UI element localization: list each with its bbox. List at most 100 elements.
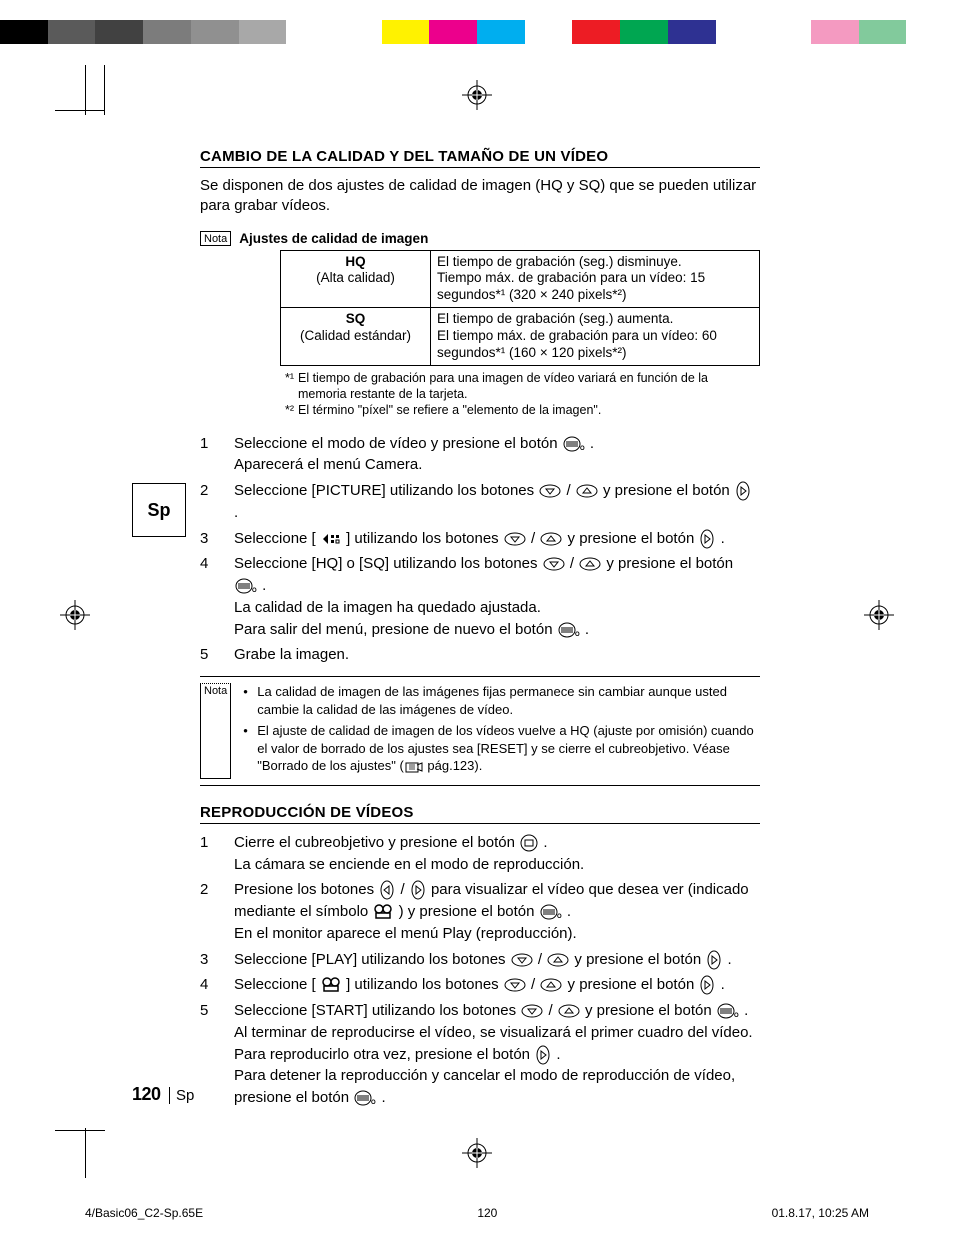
note-text: El ajuste de calidad de imagen de los ví… — [257, 723, 753, 773]
step-number: 1 — [200, 832, 234, 876]
step-text: Grabe la imagen. — [234, 644, 760, 666]
step-text: / — [531, 976, 539, 993]
notes-block: Nota •La calidad de imagen de las imágen… — [200, 676, 760, 786]
note-text: La calidad de imagen de las imágenes fij… — [257, 683, 760, 718]
registration-mark-icon — [462, 1138, 492, 1168]
step-text: / — [567, 482, 575, 499]
table-cell-hq-sublabel: (Alta calidad) — [316, 270, 395, 285]
note-text: pág.123). — [424, 758, 483, 773]
down-arrow-button-icon — [543, 557, 565, 571]
menu-ok-button-icon: OK — [354, 1090, 376, 1106]
svg-text:OK: OK — [557, 914, 562, 920]
down-arrow-button-icon — [504, 532, 526, 546]
registration-mark-icon — [60, 600, 90, 630]
up-arrow-button-icon — [547, 953, 569, 967]
section-heading-video-quality: CAMBIO DE LA CALIDAD Y DEL TAMAÑO DE UN … — [200, 148, 760, 168]
footnote-text: El término "píxel" se refiere a "element… — [298, 402, 601, 418]
footer-page: 120 — [477, 1206, 497, 1220]
quality-symbol-icon — [321, 532, 341, 546]
step-text: ) y presione el botón — [399, 903, 539, 920]
table-cell-hq-desc: El tiempo de grabación (seg.) disminuye.… — [431, 250, 760, 308]
step-text: y presione el botón — [606, 555, 733, 572]
menu-ok-button-icon: OK — [235, 578, 257, 594]
intro-paragraph: Se disponen de dos ajustes de calidad de… — [200, 176, 760, 217]
step-text: Seleccione el modo de vídeo y presione e… — [234, 435, 562, 452]
steps-list-playback: 1 Cierre el cubreobjetivo y presione el … — [200, 832, 760, 1109]
svg-text:OK: OK — [734, 1013, 739, 1019]
footer: 4/Basic06_C2-Sp.65E 120 01.8.17, 10:25 A… — [85, 1206, 869, 1220]
left-arrow-button-icon — [379, 880, 395, 900]
step-text: / — [531, 530, 539, 547]
steps-list-quality: 1 Seleccione el modo de vídeo y presione… — [200, 433, 760, 667]
crop-mark — [85, 1128, 86, 1178]
step-text: . — [590, 435, 594, 452]
down-arrow-button-icon — [539, 484, 561, 498]
crop-mark — [55, 110, 105, 111]
quality-settings-table: HQ(Alta calidad) El tiempo de grabación … — [280, 250, 760, 366]
bullet-icon: • — [243, 722, 257, 775]
step-subtext: . — [556, 1046, 560, 1063]
step-text: Seleccione [PICTURE] utilizando los boto… — [234, 482, 538, 499]
step-subtext: Para salir del menú, presione de nuevo e… — [234, 621, 557, 638]
nota-badge: Nota — [200, 231, 231, 246]
menu-ok-button-icon: OK — [717, 1003, 739, 1019]
playback-button-icon — [520, 834, 538, 852]
step-text: Seleccione [ — [234, 976, 320, 993]
table-cell-sq-label: SQ — [346, 311, 366, 326]
step-number: 2 — [200, 879, 234, 944]
footnote-marker: *² — [280, 402, 298, 418]
step-text: . — [728, 951, 732, 968]
step-subtext: La calidad de la imagen ha quedado ajust… — [234, 599, 541, 616]
step-text: ] utilizando los botones — [346, 530, 503, 547]
nota-row: Nota Ajustes de calidad de imagen — [200, 231, 760, 246]
step-text: y presione el botón — [574, 951, 705, 968]
step-subtext: Al terminar de reproducirse el vídeo, se… — [234, 1024, 753, 1063]
table-row: SQ(Calidad estándar) El tiempo de grabac… — [281, 308, 760, 366]
svg-text:OK: OK — [252, 588, 257, 594]
step-text: y presione el botón — [603, 482, 734, 499]
up-arrow-button-icon — [579, 557, 601, 571]
table-row: HQ(Alta calidad) El tiempo de grabación … — [281, 250, 760, 308]
menu-ok-button-icon: OK — [563, 436, 585, 452]
bullet-icon: • — [243, 683, 257, 718]
table-cell-hq-label: HQ — [345, 254, 365, 269]
right-arrow-button-icon — [410, 880, 426, 900]
step-number: 5 — [200, 644, 234, 666]
step-number: 2 — [200, 480, 234, 524]
step-text: . — [234, 504, 238, 521]
step-subtext: . — [585, 621, 589, 638]
footnote-marker: *¹ — [280, 370, 298, 403]
step-subtext: Para detener la reproducción y cancelar … — [234, 1067, 735, 1106]
page-content: CAMBIO DE LA CALIDAD Y DEL TAMAÑO DE UN … — [200, 148, 760, 1113]
svg-text:OK: OK — [575, 632, 580, 638]
up-arrow-button-icon — [540, 532, 562, 546]
up-arrow-button-icon — [576, 484, 598, 498]
right-arrow-button-icon — [706, 950, 722, 970]
step-text: / — [570, 555, 578, 572]
footnote-text: El tiempo de grabación para una imagen d… — [298, 370, 760, 403]
step-text: Seleccione [START] utilizando los botone… — [234, 1002, 520, 1019]
step-subtext: . — [381, 1089, 385, 1106]
down-arrow-button-icon — [504, 978, 526, 992]
crop-mark — [104, 65, 105, 115]
step-number: 5 — [200, 1000, 234, 1109]
step-number: 3 — [200, 528, 234, 550]
page-number: 120 Sp — [132, 1084, 194, 1105]
step-text: ] utilizando los botones — [346, 976, 503, 993]
svg-text:OK: OK — [580, 446, 585, 452]
printer-color-bar — [0, 20, 954, 44]
nota-title: Ajustes de calidad de imagen — [239, 231, 428, 246]
registration-mark-icon — [462, 80, 492, 110]
down-arrow-button-icon — [511, 953, 533, 967]
step-text: Seleccione [HQ] o [SQ] utilizando los bo… — [234, 555, 542, 572]
up-arrow-button-icon — [558, 1004, 580, 1018]
menu-ok-button-icon: OK — [540, 904, 562, 920]
step-text: / — [400, 881, 408, 898]
footer-file: 4/Basic06_C2-Sp.65E — [85, 1206, 203, 1220]
menu-ok-button-icon: OK — [558, 622, 580, 638]
step-text: . — [721, 976, 725, 993]
step-number: 3 — [200, 949, 234, 971]
nota-badge: Nota — [200, 683, 231, 779]
step-text: . — [567, 903, 571, 920]
step-text: Cierre el cubreobjetivo y presione el bo… — [234, 834, 519, 851]
